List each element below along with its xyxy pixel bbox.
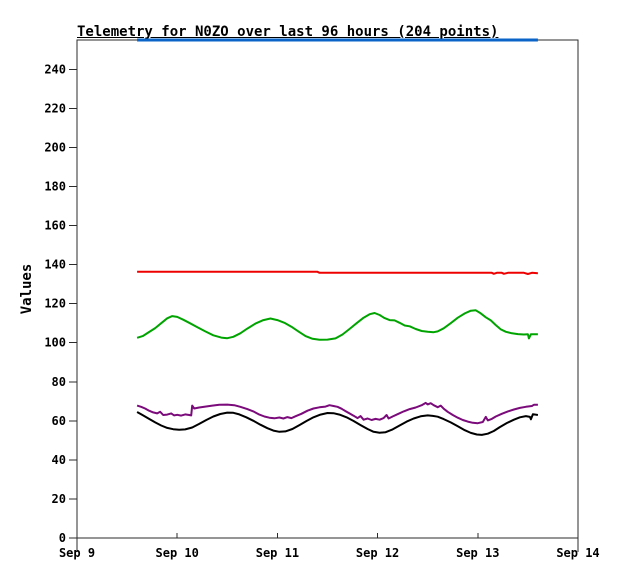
x-tick-label: Sep 9 xyxy=(59,546,95,560)
series-line-channel-purple xyxy=(136,401,538,425)
y-tick-label: 60 xyxy=(52,414,66,428)
series-line-channel-green xyxy=(136,309,538,341)
y-tick-label: 160 xyxy=(44,219,66,233)
y-tick-label: 20 xyxy=(52,492,66,506)
y-tick-label: 40 xyxy=(52,453,66,467)
y-tick-label: 240 xyxy=(44,62,66,76)
series-line-channel-red xyxy=(137,270,538,275)
x-tick-label: Sep 11 xyxy=(256,546,299,560)
y-tick-label: 80 xyxy=(52,375,66,389)
x-tick-label: Sep 13 xyxy=(456,546,499,560)
y-tick-label: 220 xyxy=(44,101,66,115)
y-tick-label: 0 xyxy=(59,531,66,545)
y-tick-label: 120 xyxy=(44,297,66,311)
y-tick-label: 180 xyxy=(44,179,66,193)
x-tick-label: Sep 10 xyxy=(156,546,199,560)
x-tick-label: Sep 14 xyxy=(556,546,599,560)
plot-border xyxy=(76,39,579,539)
chart-title: Telemetry for N0ZO over last 96 hours (2… xyxy=(77,24,499,40)
y-axis-label: Values xyxy=(19,264,35,315)
x-tick-label: Sep 12 xyxy=(356,546,399,560)
series-line-channel-black xyxy=(136,411,539,436)
y-tick-label: 200 xyxy=(44,140,66,154)
y-tick-label: 140 xyxy=(44,258,66,272)
y-tick-label: 100 xyxy=(44,336,66,350)
